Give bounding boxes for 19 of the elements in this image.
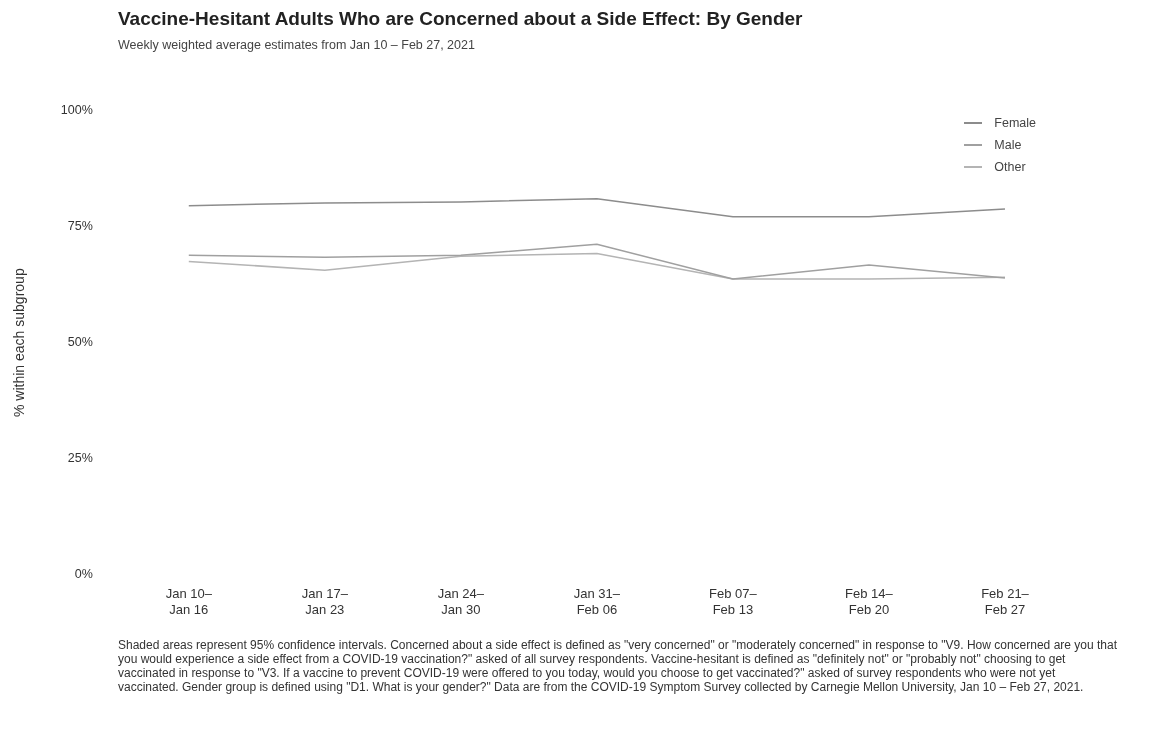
chart-title: Vaccine-Hesitant Adults Who are Concerned about a Side Effect: By Gender xyxy=(118,8,803,30)
x-tick-label: Jan 31– Feb 06 xyxy=(573,586,621,617)
x-tick-label: Jan 24– Jan 30 xyxy=(437,586,485,617)
y-tick-label: 0% xyxy=(74,567,93,582)
x-tick-label: Jan 10– Jan 16 xyxy=(165,586,213,617)
y-tick-label: 75% xyxy=(67,219,93,234)
legend-label: Female xyxy=(994,116,1036,130)
y-axis-title: % within each subgroup xyxy=(11,268,28,417)
y-tick-label: 100% xyxy=(60,102,93,117)
chart-subtitle: Weekly weighted average estimates from Jan 10 – Feb 27, 2021 xyxy=(118,38,475,52)
y-tick-label: 25% xyxy=(67,451,93,466)
legend-label: Male xyxy=(994,138,1022,152)
x-tick-label: Feb 21– Feb 27 xyxy=(981,586,1030,617)
y-tick-label: 50% xyxy=(67,335,93,350)
x-tick-label: Feb 07– Feb 13 xyxy=(709,586,758,617)
x-tick-label: Feb 14– Feb 20 xyxy=(845,586,894,617)
x-tick-label: Jan 17– Jan 23 xyxy=(301,586,349,617)
legend-label: Other xyxy=(994,160,1026,174)
text: Shaded areas represent 95% confidence intervals. Concerned about a side effect is defined as "very concerned" or "moderately concerned" in response to "V9. How concerned are you that you would experience a side effect from a COVID-19 vaccination?" asked of all survey respondents. Vaccine-hesitant is defined as "definitely not" or "probably not" choosing to get vaccinated in response to "V3. If a vaccine to prevent COVID-19 were offered to you today, would you choose to get vaccinated?" asked of survey respondents who were not yet vaccinated. Gender group is defined using "D1. What is your gender?" Data are from the COVID-19 Symptom Survey collected by Carnegie Mellon University, Jan 10 – Feb 27, 2021. xyxy=(118,638,1118,694)
